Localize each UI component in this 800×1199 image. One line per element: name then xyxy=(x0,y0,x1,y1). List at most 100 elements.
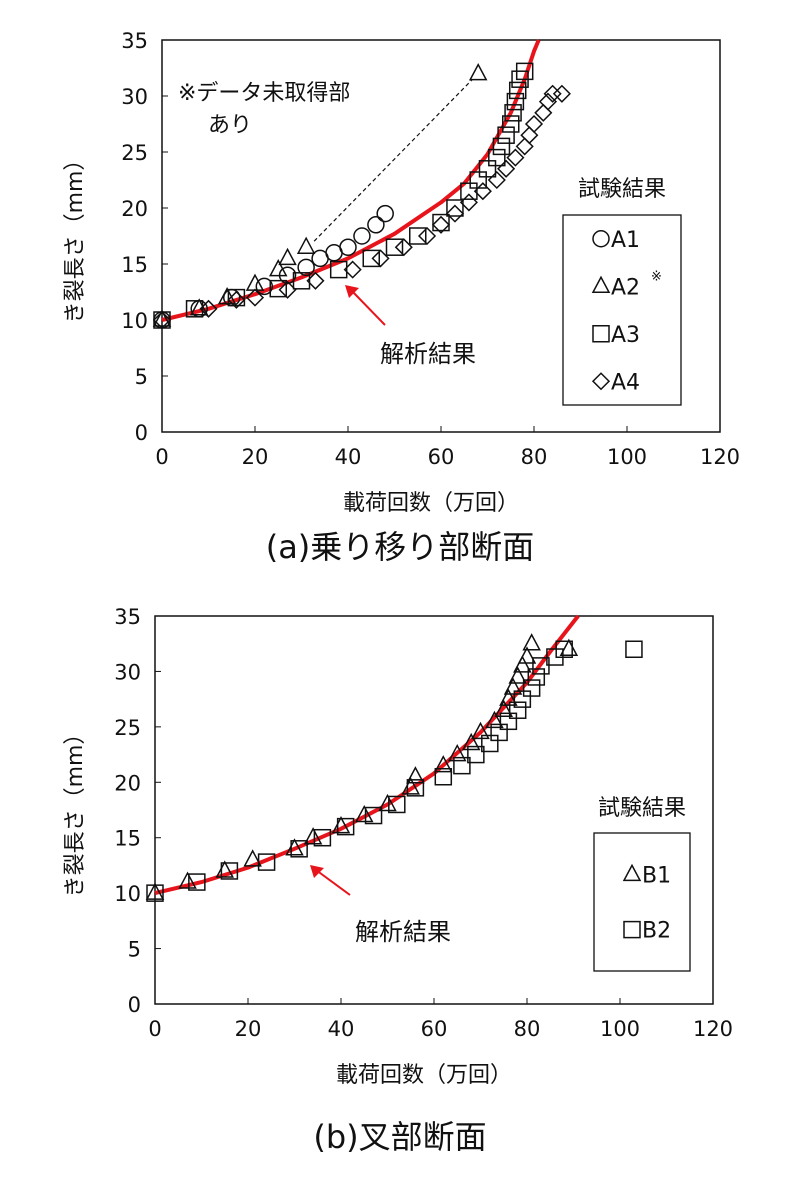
arrow-head-icon xyxy=(345,285,359,298)
y-tick-label: 30 xyxy=(114,660,141,684)
data-point-b1 xyxy=(517,646,537,664)
data-point-b2 xyxy=(532,657,550,675)
legend-marker-a4 xyxy=(591,372,611,391)
data-point-b1 xyxy=(378,793,397,812)
x-tick-label: 80 xyxy=(514,1017,541,1041)
data-point-a4 xyxy=(445,204,465,223)
data-point-b2 xyxy=(467,745,485,764)
legend-label-a1: A1 xyxy=(611,228,640,253)
legend-marker-a1 xyxy=(592,230,610,248)
data-point-a3 xyxy=(362,249,380,268)
legend-marker-a3 xyxy=(592,325,610,343)
data-point-b2 xyxy=(499,712,518,731)
data-point-a2 xyxy=(245,273,265,291)
data-point-b1 xyxy=(406,766,425,784)
y-tick-label: 25 xyxy=(121,141,148,165)
analysis-label: 解析結果 xyxy=(380,340,476,368)
data-point-a4 xyxy=(371,249,390,268)
legend-label-a4: A4 xyxy=(611,370,640,395)
data-point-b1 xyxy=(448,743,467,762)
arrow-head-icon xyxy=(310,865,324,878)
data-point-b1 xyxy=(471,721,490,740)
data-point-a3 xyxy=(292,272,311,290)
data-point-a1 xyxy=(376,204,394,223)
data-point-a4 xyxy=(506,148,525,167)
legend-label-b1: B1 xyxy=(642,863,671,888)
y-tick-label: 15 xyxy=(114,827,141,851)
data-point-a3 xyxy=(460,182,478,200)
x-tick-label: 0 xyxy=(155,445,168,469)
data-point-a3 xyxy=(502,115,520,133)
data-point-a3 xyxy=(504,104,522,122)
y-tick-label: 30 xyxy=(121,85,148,109)
data-point-a4 xyxy=(459,193,478,212)
y-tick-label: 5 xyxy=(135,365,148,389)
data-point-b1 xyxy=(503,677,523,695)
chart-title: (b)叉部断面 xyxy=(313,1118,486,1156)
y-tick-label: 10 xyxy=(121,309,148,333)
data-point-a4 xyxy=(487,170,506,190)
data-point-a4 xyxy=(199,299,218,318)
annotation-line2: あり xyxy=(208,113,252,138)
data-point-a3 xyxy=(488,148,506,167)
chart-1: 0 20 40 60 80 100 120 0 5 10 15 20 25 30 35 載荷回数（万回） き裂長… xyxy=(63,605,733,1156)
data-point-b1 xyxy=(508,666,527,684)
data-point-b2 xyxy=(527,668,546,686)
data-point-b1 xyxy=(499,688,518,706)
data-point-b2 xyxy=(481,734,499,753)
data-point-a2 xyxy=(152,309,172,327)
data-point-b2 xyxy=(388,795,406,814)
x-axis-label: 載荷回数（万回） xyxy=(336,1063,512,1088)
data-point-a2 xyxy=(296,236,316,254)
chart-0: 0 20 40 60 80 100 120 0 5 10 15 20 25 30 35 載荷回数（万回） き裂長… xyxy=(63,29,740,566)
data-point-b1 xyxy=(303,827,323,845)
data-point-a3 xyxy=(478,160,497,178)
data-point-a3 xyxy=(446,199,464,217)
data-point-a3 xyxy=(409,227,427,245)
x-tick-label: 20 xyxy=(242,445,269,469)
y-axis-label: き裂長さ（mm） xyxy=(63,149,88,324)
y-tick-label: 10 xyxy=(114,882,141,906)
data-point-b2 xyxy=(188,873,206,891)
data-point-b2 xyxy=(257,853,276,871)
data-point-a1 xyxy=(255,277,274,296)
data-point-b1 xyxy=(461,732,481,751)
data-point-a4 xyxy=(431,215,451,234)
data-point-a2 xyxy=(278,247,297,266)
annotation-line1: ※データ未取得部 xyxy=(178,81,350,106)
data-point-b2 xyxy=(146,884,164,902)
x-tick-label: 100 xyxy=(600,1017,640,1041)
data-point-a4 xyxy=(473,182,492,201)
data-point-b2 xyxy=(508,701,527,719)
data-point-a4 xyxy=(497,159,516,178)
x-tick-label: 80 xyxy=(521,445,548,469)
data-point-a3 xyxy=(497,126,515,144)
data-point-b2 xyxy=(453,756,471,775)
y-tick-label: 20 xyxy=(121,197,148,221)
x-tick-label: 40 xyxy=(328,1017,355,1041)
data-point-b2 xyxy=(490,723,508,742)
x-tick-label: 120 xyxy=(700,445,740,469)
analysis-label: 解析結果 xyxy=(355,918,451,946)
y-tick-label: 5 xyxy=(128,938,141,962)
legend-note: ※ xyxy=(651,269,662,284)
data-point-a4 xyxy=(417,226,437,246)
x-tick-label: 100 xyxy=(607,445,647,469)
data-point-b1 xyxy=(434,755,453,773)
data-point-b1 xyxy=(243,849,262,867)
data-point-a1 xyxy=(339,238,357,256)
data-point-a2 xyxy=(468,63,488,81)
y-tick-label: 15 xyxy=(121,253,148,277)
data-point-b2 xyxy=(220,862,239,880)
data-point-a3 xyxy=(432,213,450,232)
data-point-b1 xyxy=(178,871,197,889)
data-point-a3 xyxy=(515,62,534,81)
data-point-a4 xyxy=(524,114,544,134)
data-point-a3 xyxy=(492,137,511,156)
data-point-b2 xyxy=(434,767,453,786)
data-point-b2 xyxy=(290,840,308,858)
y-tick-label: 35 xyxy=(114,605,141,629)
legend-marker-b2 xyxy=(623,920,641,939)
analysis-curve xyxy=(154,614,580,896)
